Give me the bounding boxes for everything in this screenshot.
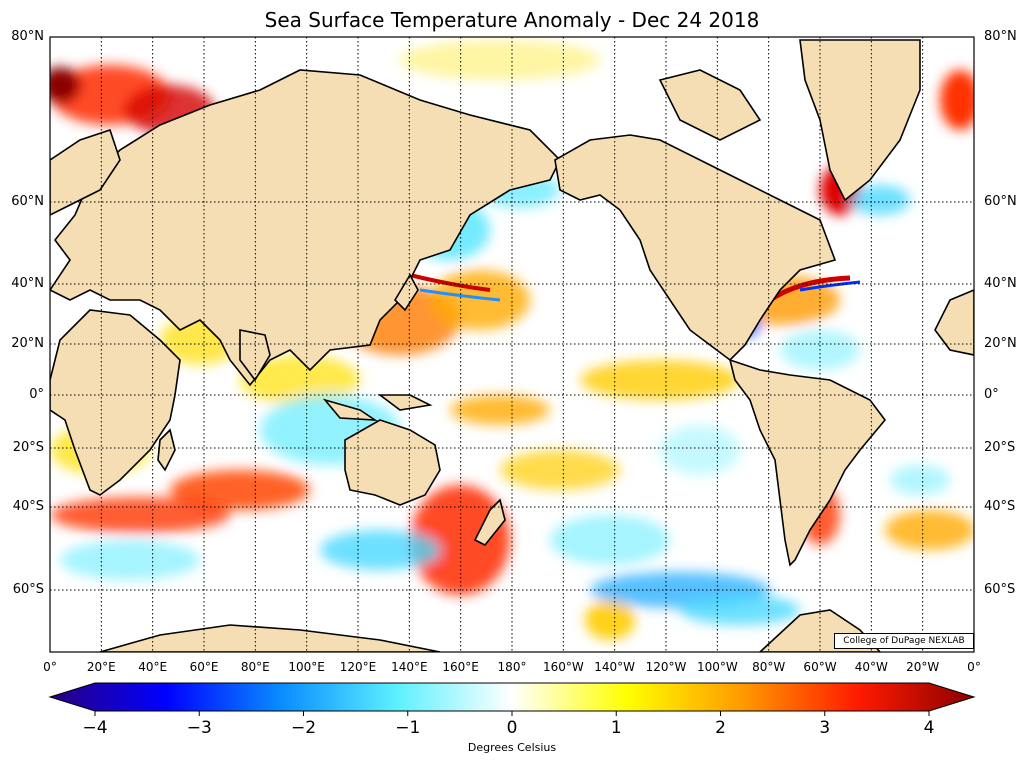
colorbar-tick-label: −4 (82, 718, 108, 738)
lat-label: 0° (29, 387, 44, 402)
lon-label: 60°E (189, 660, 219, 674)
colorbar-tick-label: 3 (819, 718, 831, 738)
lat-label: 20°N (984, 336, 1017, 351)
colorbar-tick-label: 1 (610, 718, 622, 738)
colorbar (48, 682, 976, 716)
lon-label: 160°W (542, 660, 584, 674)
lat-label: 80°N (984, 29, 1017, 44)
lon-label: 80°E (240, 660, 270, 674)
lon-label: 40°E (138, 660, 168, 674)
lat-label: 0° (984, 387, 999, 402)
colorbar-tick-label: −1 (395, 718, 421, 738)
lon-label: 120°E (339, 660, 377, 674)
lon-label: 0° (43, 660, 57, 674)
lon-label: 60°W (803, 660, 837, 674)
lon-label: 20°W (906, 660, 940, 674)
lon-label: 0° (967, 660, 981, 674)
lat-label: 40°N (984, 276, 1017, 291)
lat-label: 40°S (12, 499, 44, 514)
lat-label: 20°N (11, 336, 44, 351)
colorbar-title: Degrees Celsius (467, 741, 557, 754)
lon-label: 120°W (645, 660, 687, 674)
colorbar-tick-label: 2 (715, 718, 726, 738)
lon-label: 100°W (696, 660, 738, 674)
lat-label: 20°S (12, 440, 44, 455)
lat-label: 60°N (11, 194, 44, 209)
map-title: Sea Surface Temperature Anomaly - Dec 24… (264, 8, 760, 32)
lat-label: 80°N (11, 29, 44, 44)
lon-label: 180° (497, 660, 527, 674)
lat-label: 60°S (12, 582, 44, 597)
colorbar-tick-label: 0 (506, 718, 518, 738)
lon-label: 40°W (854, 660, 888, 674)
lon-label: 80°W (752, 660, 786, 674)
colorbar-tick-label: −3 (186, 718, 212, 738)
colorbar-tick-label: −2 (290, 718, 317, 738)
lat-label: 40°S (984, 499, 1016, 514)
lat-label: 40°N (11, 276, 44, 291)
lon-label: 20°E (86, 660, 116, 674)
lon-label: 160°E (442, 660, 479, 674)
colorbar-tick-label: 4 (923, 718, 935, 738)
land-masses (50, 39, 974, 652)
lat-label: 60°N (984, 194, 1017, 209)
lon-label: 140°E (391, 660, 428, 674)
credit-label: College of DuPage NEXLAB (834, 633, 974, 649)
lon-label: 140°W (594, 660, 636, 674)
lon-label: 100°E (288, 660, 325, 674)
lat-label: 20°S (984, 440, 1016, 455)
graticule (50, 37, 974, 652)
lat-label: 60°S (984, 582, 1016, 597)
